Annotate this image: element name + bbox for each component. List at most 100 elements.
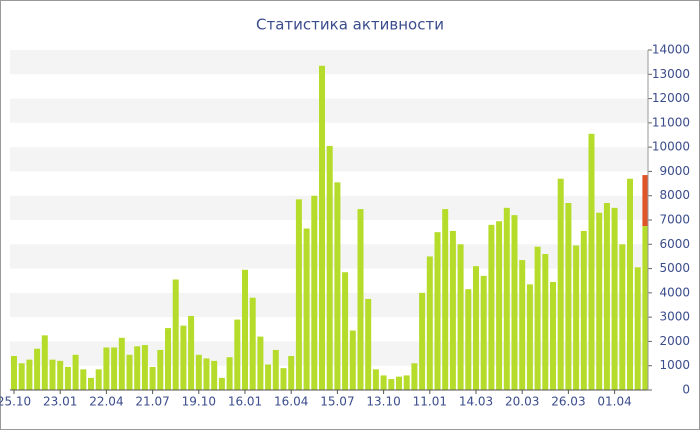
- bar: [103, 347, 110, 390]
- y-tick-label: 1000: [659, 358, 690, 372]
- bar: [573, 245, 580, 390]
- bar: [550, 281, 556, 390]
- bar: [126, 354, 133, 390]
- bar: [95, 369, 102, 390]
- y-tick-label: 3000: [659, 310, 690, 324]
- bar: [388, 379, 395, 390]
- chart-title: Статистика активности: [256, 16, 444, 34]
- x-tick-label: 11.01: [413, 395, 447, 409]
- bar: [172, 279, 179, 390]
- bar: [88, 377, 94, 390]
- bar: [534, 246, 541, 390]
- x-tick-label: 19.10: [182, 395, 216, 409]
- bar: [303, 228, 310, 390]
- bar: [72, 354, 79, 390]
- y-tick-label: 7000: [659, 213, 690, 227]
- bar: [349, 330, 356, 390]
- y-tick-label: 2000: [659, 334, 690, 348]
- bar: [372, 369, 379, 390]
- bar: [503, 207, 510, 390]
- bar: [411, 363, 418, 390]
- bar: [326, 145, 333, 390]
- bar: [234, 319, 241, 390]
- y-tick-label: 11000: [652, 115, 690, 129]
- y-tick-label: 6000: [659, 237, 690, 251]
- bar: [380, 375, 387, 390]
- bar: [611, 207, 618, 390]
- bar: [557, 178, 564, 390]
- bar: [365, 298, 372, 390]
- bar: [57, 360, 64, 390]
- bar: [226, 357, 233, 390]
- bar: [49, 359, 56, 390]
- y-tick-label: 0: [682, 383, 690, 397]
- bar: [511, 215, 518, 390]
- y-tick-label: 13000: [652, 67, 690, 81]
- x-tick-label: 16.01: [228, 395, 262, 409]
- y-tick-label: 9000: [659, 164, 690, 178]
- bar: [488, 224, 495, 390]
- bar: [465, 289, 472, 390]
- bar: [434, 232, 441, 390]
- x-tick-label: 20.03: [505, 395, 539, 409]
- grid-band: [10, 50, 648, 75]
- bar: [64, 366, 71, 390]
- bar: [480, 275, 487, 390]
- bar: [634, 267, 641, 390]
- y-tick-label: 10000: [652, 140, 690, 154]
- y-tick-label: 14000: [652, 43, 690, 57]
- bar: [295, 199, 302, 390]
- x-tick-label: 14.03: [459, 395, 493, 409]
- bar: [118, 337, 125, 390]
- bar: [242, 269, 248, 390]
- bar: [249, 297, 256, 390]
- bar: [642, 175, 649, 227]
- bar: [519, 260, 526, 390]
- x-tick-label: 01.04: [597, 395, 631, 409]
- y-tick-label: 8000: [659, 188, 690, 202]
- bar: [188, 315, 195, 390]
- x-tick-label: 13.10: [366, 395, 400, 409]
- bar: [473, 266, 479, 390]
- bar: [265, 364, 272, 390]
- bar: [403, 375, 410, 390]
- bar: [203, 358, 210, 390]
- bar: [496, 221, 503, 390]
- grid-band: [10, 98, 648, 123]
- bar: [526, 284, 533, 390]
- x-tick-label: 25.10: [0, 395, 31, 409]
- bar: [165, 328, 171, 390]
- x-tick-label: 23.01: [43, 395, 77, 409]
- bar: [449, 230, 456, 390]
- bar: [442, 209, 449, 390]
- bar: [34, 348, 41, 390]
- bar: [542, 254, 549, 390]
- y-tick-label: 12000: [652, 91, 690, 105]
- bar: [603, 203, 610, 390]
- bar: [426, 256, 433, 390]
- bar: [180, 325, 187, 390]
- bar: [319, 65, 325, 391]
- bar: [396, 376, 402, 390]
- y-tick-label: 4000: [659, 285, 690, 299]
- bar: [619, 244, 626, 390]
- bar: [157, 349, 164, 390]
- bar: [565, 203, 572, 390]
- bar: [41, 335, 48, 390]
- bar: [280, 368, 287, 390]
- bar: [134, 346, 141, 390]
- y-tick-label: 5000: [659, 261, 690, 275]
- bar: [195, 354, 202, 390]
- bar: [26, 359, 33, 390]
- x-tick-label: 22.04: [89, 395, 123, 409]
- bar: [272, 349, 279, 390]
- bar: [18, 363, 25, 390]
- bar: [334, 182, 341, 390]
- bar: [580, 230, 587, 390]
- bar: [311, 195, 318, 390]
- bar: [141, 345, 148, 390]
- bar: [419, 292, 426, 390]
- bar: [627, 178, 633, 390]
- x-tick-label: 26.03: [551, 395, 585, 409]
